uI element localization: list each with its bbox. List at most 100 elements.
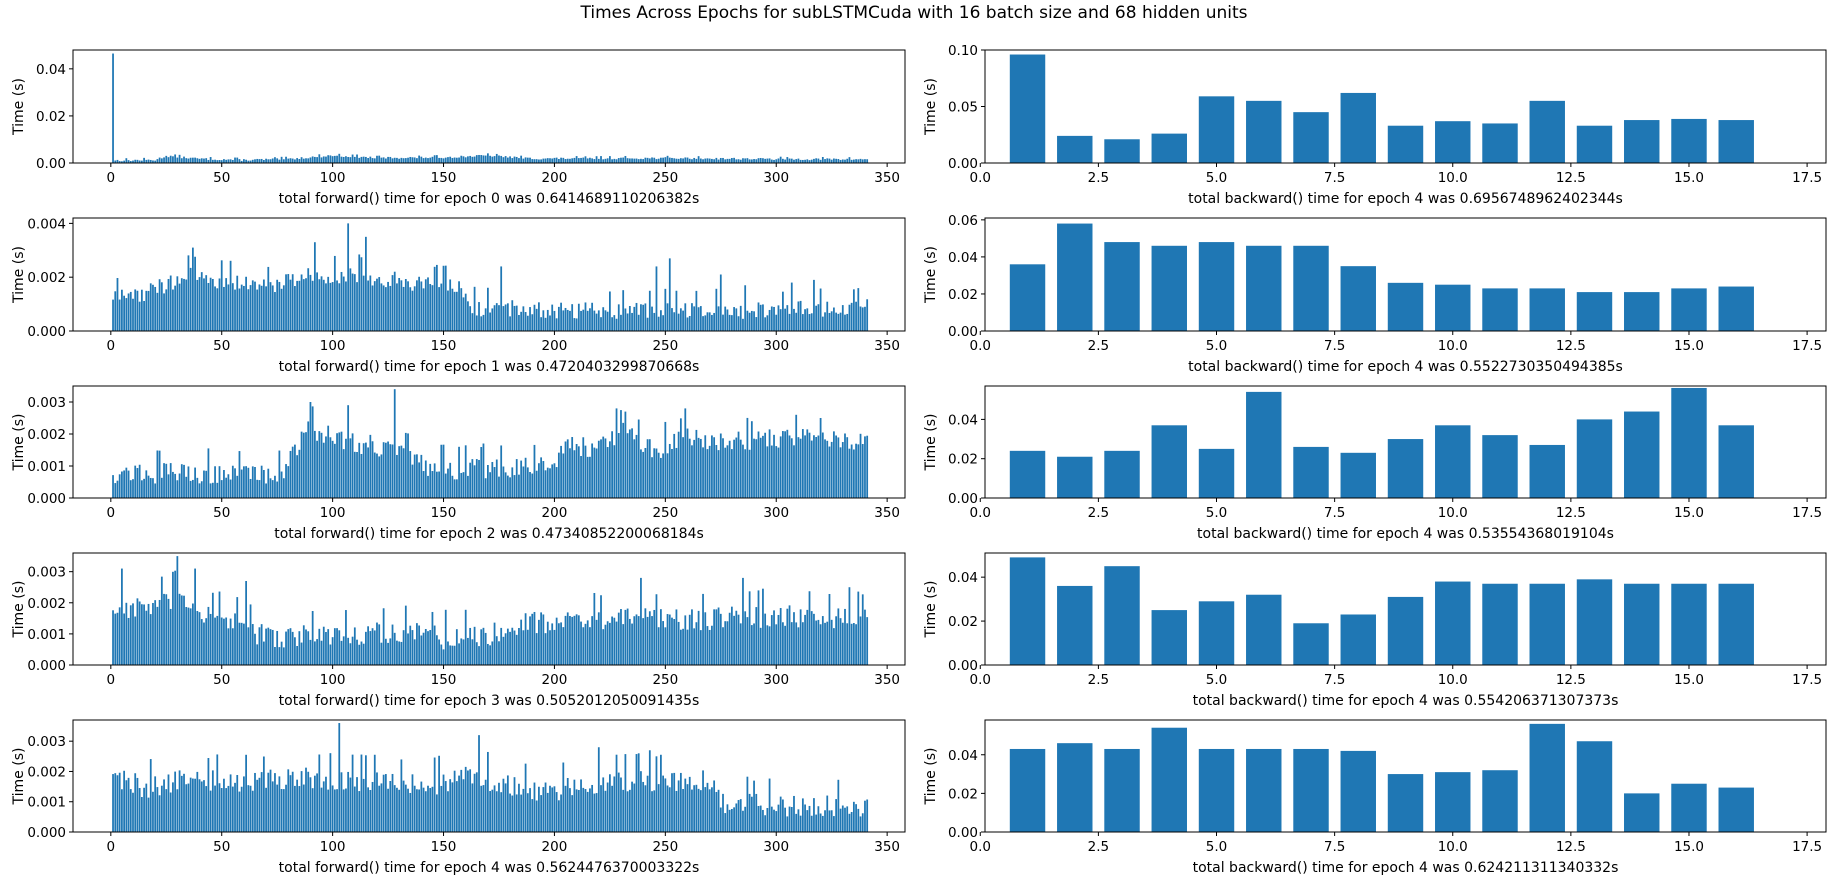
bar bbox=[418, 276, 421, 331]
bar bbox=[475, 155, 478, 163]
bar bbox=[256, 158, 259, 163]
bar bbox=[262, 756, 265, 832]
bar bbox=[691, 445, 693, 498]
bar bbox=[309, 402, 312, 498]
bar bbox=[134, 773, 137, 832]
bar bbox=[835, 799, 838, 832]
bar bbox=[660, 457, 662, 498]
bar bbox=[513, 475, 516, 498]
bar bbox=[282, 647, 285, 665]
bar bbox=[216, 160, 219, 163]
bar bbox=[773, 306, 775, 331]
bar bbox=[1009, 748, 1046, 832]
bar bbox=[1671, 387, 1707, 498]
bar bbox=[320, 787, 323, 832]
bar bbox=[857, 591, 860, 665]
bar bbox=[318, 154, 321, 163]
bar bbox=[484, 155, 487, 163]
bar bbox=[524, 613, 527, 665]
bar bbox=[285, 464, 287, 498]
bar bbox=[231, 283, 234, 331]
bar bbox=[396, 283, 398, 331]
bar bbox=[662, 621, 664, 665]
bar bbox=[755, 607, 758, 665]
bar bbox=[422, 471, 425, 498]
bar bbox=[125, 467, 128, 498]
bar bbox=[262, 470, 265, 498]
bar bbox=[651, 457, 653, 498]
bar bbox=[797, 437, 800, 498]
bar bbox=[480, 785, 483, 832]
bar bbox=[611, 431, 613, 498]
y-tick-label: 0.02 bbox=[36, 109, 66, 125]
bar bbox=[1009, 557, 1046, 665]
bar bbox=[482, 314, 485, 331]
bar bbox=[739, 305, 742, 331]
bar bbox=[194, 256, 196, 331]
bar bbox=[1482, 583, 1518, 665]
x-tick-label: 250 bbox=[652, 839, 678, 855]
bar bbox=[313, 156, 316, 163]
bar bbox=[307, 631, 310, 665]
bar bbox=[857, 288, 860, 331]
bar bbox=[203, 158, 205, 163]
bar bbox=[220, 617, 223, 665]
bar bbox=[129, 605, 132, 665]
bar bbox=[518, 628, 520, 665]
x-tick-label: 300 bbox=[763, 170, 789, 186]
bar bbox=[409, 792, 412, 832]
bar bbox=[291, 631, 294, 665]
y-tick-label: 0.003 bbox=[27, 395, 66, 411]
bar bbox=[793, 612, 795, 665]
bar bbox=[553, 629, 556, 665]
bar bbox=[859, 158, 862, 163]
bar bbox=[839, 447, 842, 498]
bar bbox=[697, 307, 700, 331]
bar bbox=[169, 463, 172, 498]
bar bbox=[1057, 585, 1093, 665]
bar bbox=[384, 442, 387, 498]
bar bbox=[504, 156, 507, 163]
y-axis-label: Time (s) bbox=[923, 246, 939, 304]
bar bbox=[582, 787, 585, 832]
bar bbox=[726, 158, 729, 163]
x-tick-label: 15.0 bbox=[1674, 672, 1704, 688]
bar bbox=[577, 446, 580, 498]
bar bbox=[118, 607, 121, 665]
bar bbox=[580, 157, 582, 163]
subplot-2: 0 50 100 150 200 250 300 3500.0000.0010.0020.00… bbox=[11, 385, 906, 542]
bar bbox=[693, 628, 696, 665]
bar bbox=[766, 446, 769, 498]
bar bbox=[837, 437, 840, 498]
bar bbox=[628, 306, 631, 331]
bar bbox=[114, 773, 117, 832]
x-tick-label: 12.5 bbox=[1556, 170, 1586, 186]
bar bbox=[223, 618, 225, 665]
bar bbox=[1718, 583, 1754, 665]
bar bbox=[706, 312, 709, 331]
bar bbox=[575, 318, 578, 331]
bar bbox=[294, 159, 296, 163]
bar bbox=[786, 305, 789, 331]
bar bbox=[285, 156, 287, 163]
bar bbox=[311, 788, 314, 832]
bar bbox=[449, 279, 452, 331]
bar bbox=[609, 291, 611, 331]
bar bbox=[351, 154, 354, 163]
bar bbox=[502, 157, 505, 163]
subplot-3: 0 50 100 150 200 250 300 3500.0000.0010.0020.00… bbox=[11, 552, 906, 709]
bar bbox=[668, 258, 671, 331]
y-tick-label: 0.02 bbox=[948, 786, 978, 802]
bar bbox=[134, 616, 137, 665]
bar bbox=[577, 615, 580, 665]
bar bbox=[564, 615, 567, 665]
bar bbox=[433, 757, 436, 832]
bar bbox=[542, 614, 545, 665]
bar bbox=[648, 158, 651, 163]
bar bbox=[657, 784, 660, 832]
bar bbox=[192, 157, 194, 163]
bar bbox=[455, 479, 458, 498]
bar bbox=[160, 158, 163, 163]
bar bbox=[864, 436, 866, 498]
bar bbox=[245, 581, 247, 665]
